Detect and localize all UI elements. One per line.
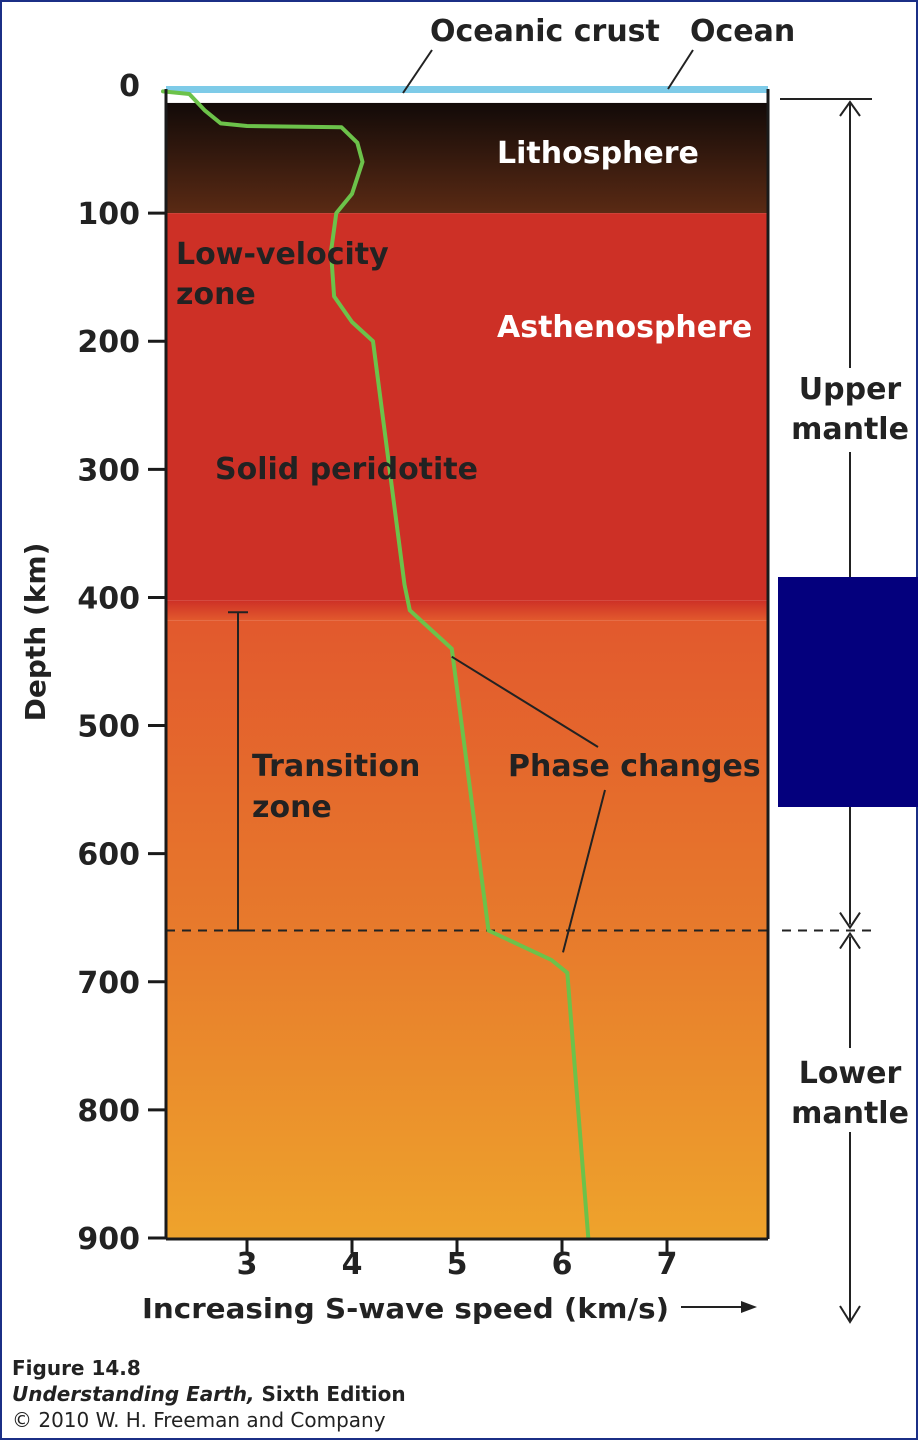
velocity-point bbox=[403, 583, 406, 586]
oceanic-crust-leader bbox=[402, 49, 433, 94]
velocity-point bbox=[351, 193, 353, 195]
y-tick-label: 600 bbox=[77, 838, 140, 873]
y-tick-label: 300 bbox=[77, 453, 140, 488]
phase-leader-2 bbox=[562, 789, 606, 953]
velocity-point bbox=[333, 295, 335, 298]
velocity-point bbox=[351, 321, 353, 323]
label-lower-mantle-2: mantle bbox=[791, 1096, 909, 1131]
x-tick-label: 5 bbox=[447, 1247, 468, 1282]
velocity-point bbox=[335, 212, 338, 214]
velocity-point bbox=[219, 122, 222, 125]
y-tick-label: 100 bbox=[77, 197, 140, 232]
x-tick-label: 6 bbox=[552, 1247, 573, 1282]
annotations: Oceanic crust Ocean Lithosphere Low-velocit… bbox=[176, 14, 795, 953]
label-low-velocity-2: zone bbox=[176, 277, 256, 312]
lower-arrow-top bbox=[839, 931, 861, 950]
label-oceanic-crust: Oceanic crust bbox=[430, 14, 660, 49]
velocity-point bbox=[340, 126, 343, 129]
layer-blend bbox=[166, 600, 768, 621]
phase-leader-1 bbox=[451, 655, 599, 748]
velocity-point bbox=[204, 109, 206, 112]
layer-asthenosphere bbox=[166, 213, 768, 601]
layer-lower-mantle bbox=[166, 930, 768, 1239]
velocity-point bbox=[450, 647, 453, 650]
velocity-point bbox=[361, 161, 364, 163]
velocity-point bbox=[487, 929, 490, 932]
velocity-point bbox=[408, 609, 411, 612]
label-transition-1: Transition bbox=[252, 749, 420, 784]
y-tick-label: 500 bbox=[77, 710, 140, 745]
x-tick-label: 4 bbox=[342, 1247, 363, 1282]
lower-arrow-bottom bbox=[839, 1305, 861, 1324]
y-tick-label: 900 bbox=[77, 1222, 140, 1257]
axes: 0 100 200 300 400 500 600 700 800 900 3 4 5 6 7 Increas… bbox=[19, 69, 770, 1325]
velocity-point bbox=[372, 340, 374, 343]
x-axis-arrowhead bbox=[741, 1301, 757, 1313]
label-solid-peridotite: Solid peridotite bbox=[215, 452, 478, 487]
label-lower-mantle-1: Lower bbox=[799, 1056, 902, 1091]
ocean-leader bbox=[667, 49, 694, 90]
label-low-velocity-1: Low-velocity bbox=[176, 237, 389, 272]
label-transition-2: zone bbox=[252, 790, 332, 825]
y-axis-label: Depth (km) bbox=[19, 543, 52, 722]
y-tick-label: 800 bbox=[77, 1094, 140, 1129]
mantle-brackets: Upper mantle Lower mantle bbox=[780, 98, 909, 1324]
label-upper-mantle-1: Upper bbox=[799, 372, 902, 407]
velocity-point bbox=[550, 959, 553, 961]
boundary-660 bbox=[166, 611, 872, 932]
book-title-line: Understanding Earth, Sixth Edition bbox=[12, 1382, 406, 1406]
s-wave-velocity-series bbox=[161, 89, 591, 1240]
y-tick-label: 400 bbox=[77, 581, 140, 616]
book-title: Understanding Earth, bbox=[12, 1382, 255, 1406]
velocity-point bbox=[162, 90, 164, 93]
y-tick-label: 0 bbox=[119, 69, 140, 104]
velocity-point bbox=[188, 93, 191, 95]
label-ocean: Ocean bbox=[690, 14, 795, 49]
velocity-point bbox=[330, 250, 332, 253]
velocity-point bbox=[246, 125, 248, 127]
label-asthenosphere: Asthenosphere bbox=[497, 310, 752, 345]
x-tick-label: 7 bbox=[657, 1247, 678, 1282]
velocity-point bbox=[566, 972, 569, 974]
copyright: © 2010 W. H. Freeman and Company bbox=[12, 1408, 386, 1432]
x-tick-label: 3 bbox=[237, 1247, 258, 1282]
label-lithosphere: Lithosphere bbox=[497, 136, 699, 171]
earth-layers bbox=[166, 86, 768, 1239]
book-edition: Sixth Edition bbox=[254, 1382, 406, 1406]
upper-arrow-top bbox=[839, 100, 861, 117]
x-axis-label: Increasing S-wave speed (km/s) bbox=[142, 1292, 669, 1325]
y-tick-label: 200 bbox=[77, 325, 140, 360]
layer-lithosphere bbox=[166, 102, 768, 214]
label-upper-mantle-2: mantle bbox=[791, 412, 909, 447]
redaction-box bbox=[778, 577, 918, 807]
upper-arrow-bottom bbox=[839, 911, 861, 930]
ocean-layer bbox=[166, 86, 768, 93]
velocity-point bbox=[356, 141, 359, 144]
figure-number: Figure 14.8 bbox=[12, 1356, 141, 1380]
label-phase-changes: Phase changes bbox=[508, 749, 761, 784]
y-tick-label: 700 bbox=[77, 966, 140, 1001]
